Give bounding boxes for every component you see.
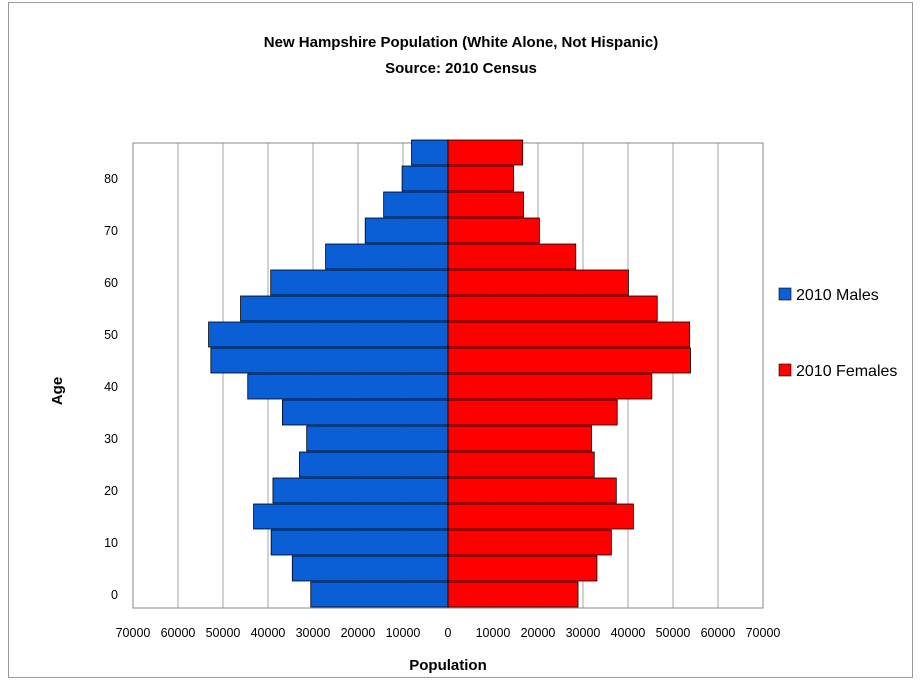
male-bar-20-24	[272, 477, 449, 504]
male-bar-40-44	[247, 373, 449, 400]
y-tick-labels: 0 10 20 30 40 50 60 70 80	[104, 172, 118, 602]
female-bar-65-69	[447, 243, 577, 270]
x-tick-label: 70000	[116, 626, 151, 640]
female-bar-40-44	[447, 373, 653, 400]
male-bar-85+	[411, 139, 449, 166]
x-tick-label: 50000	[206, 626, 241, 640]
x-tick-label: 70000	[746, 626, 781, 640]
female-bar-30-34	[447, 425, 592, 452]
y-tick-label: 80	[104, 172, 118, 186]
male-bar-5-9	[291, 555, 449, 582]
female-bar-15-19	[447, 503, 634, 530]
y-tick-label: 40	[104, 380, 118, 394]
female-bar-75-79	[447, 191, 524, 218]
male-bar-75-79	[383, 191, 449, 218]
x-tick-label: 50000	[656, 626, 691, 640]
male-bar-30-34	[306, 425, 449, 452]
male-bar-0-4	[310, 581, 449, 608]
female-bar-0-4	[447, 581, 579, 608]
male-bar-35-39	[281, 399, 449, 426]
male-bar-70-74	[364, 217, 449, 244]
x-tick-label: 10000	[476, 626, 511, 640]
male-bar-45-49	[210, 347, 449, 374]
male-bar-50-54	[208, 321, 449, 348]
female-bar-35-39	[447, 399, 618, 426]
x-tick-label: 10000	[386, 626, 421, 640]
y-tick-label: 0	[111, 588, 118, 602]
male-bar-60-64	[270, 269, 449, 296]
female-bar-10-14	[447, 529, 612, 556]
male-bar-10-14	[270, 529, 449, 556]
female-bar-85+	[447, 139, 524, 166]
x-tick-label: 40000	[251, 626, 286, 640]
female-bar-80-84	[447, 165, 515, 192]
legend-label-males: 2010 Males	[796, 287, 879, 304]
female-bar-45-49	[447, 347, 691, 374]
x-tick-labels: 70000 60000 50000 40000 30000 20000 10000 0 1000…	[116, 626, 781, 640]
x-tick-label: 0	[445, 626, 452, 640]
x-axis-title: Population	[409, 657, 487, 674]
legend-swatch-females	[778, 363, 792, 377]
male-bar-15-19	[253, 503, 449, 530]
y-tick-label: 10	[104, 536, 118, 550]
x-tick-label: 60000	[701, 626, 736, 640]
female-bar-5-9	[447, 555, 598, 582]
male-bar-55-59	[240, 295, 449, 322]
bars	[208, 139, 691, 608]
female-bar-20-24	[447, 477, 617, 504]
male-bar-25-29	[299, 451, 449, 478]
female-bar-60-64	[447, 269, 629, 296]
male-bar-65-69	[325, 243, 449, 270]
female-bar-55-59	[447, 295, 658, 322]
y-tick-label: 50	[104, 328, 118, 342]
y-tick-label: 20	[104, 484, 118, 498]
legend-swatch-males	[778, 287, 792, 301]
x-tick-label: 60000	[161, 626, 196, 640]
x-tick-label: 20000	[341, 626, 376, 640]
chart-subtitle: Source: 2010 Census	[385, 60, 537, 77]
y-tick-label: 70	[104, 224, 118, 238]
y-axis-title: Age	[49, 377, 66, 405]
male-bar-80-84	[401, 165, 449, 192]
x-tick-label: 30000	[566, 626, 601, 640]
x-tick-label: 20000	[521, 626, 556, 640]
female-bar-70-74	[447, 217, 540, 244]
y-tick-label: 60	[104, 276, 118, 290]
female-bar-50-54	[447, 321, 691, 348]
chart-title: New Hampshire Population (White Alone, N…	[263, 34, 659, 51]
y-tick-label: 30	[104, 432, 118, 446]
x-tick-label: 40000	[611, 626, 646, 640]
x-tick-label: 30000	[296, 626, 331, 640]
female-bar-25-29	[447, 451, 595, 478]
legend: 2010 Males 2010 Females	[778, 287, 897, 380]
legend-label-females: 2010 Females	[796, 363, 897, 380]
